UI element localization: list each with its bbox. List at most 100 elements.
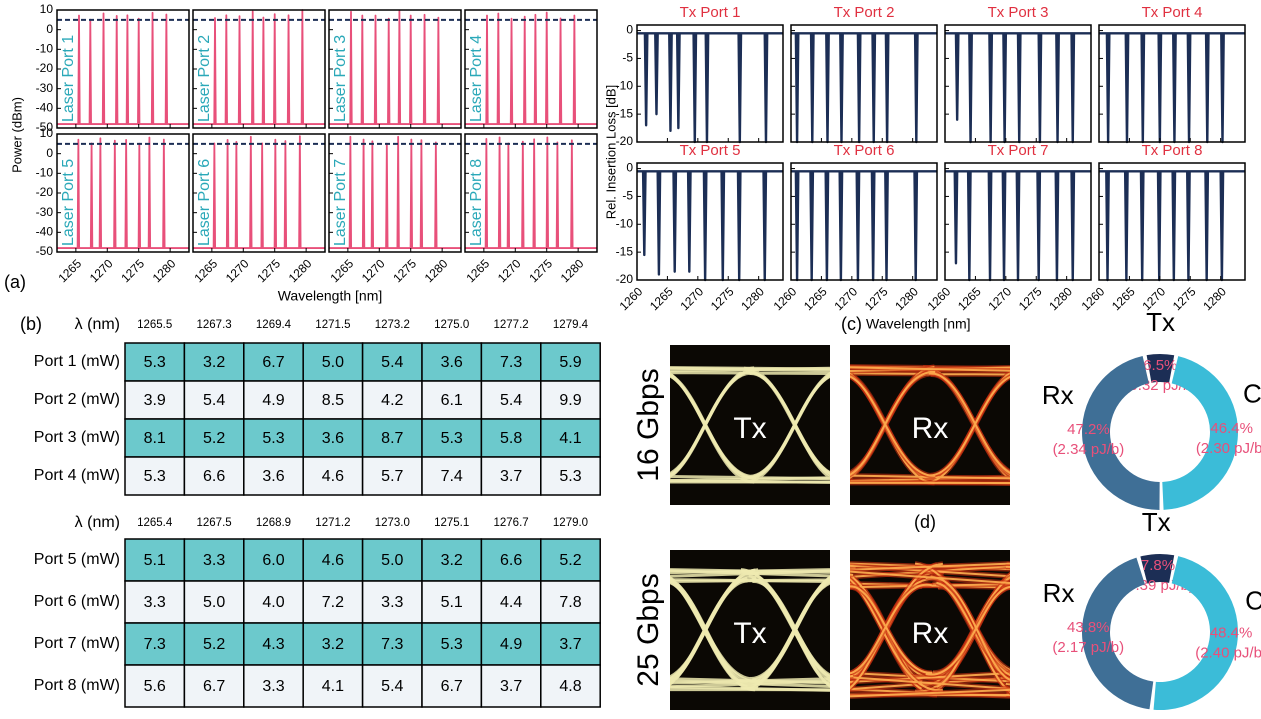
slice-energy: (2.17 pJ/b) bbox=[1052, 639, 1124, 656]
y-tick-label: -30 bbox=[36, 205, 54, 219]
cell-value: 7.3 bbox=[500, 354, 522, 371]
x-tick-label: 1270 bbox=[831, 284, 860, 313]
y-axis-title: Rel. Insertion Loss [dB] bbox=[603, 85, 618, 219]
spectrum-peak bbox=[372, 141, 374, 248]
spectrum-peak bbox=[499, 137, 501, 248]
subplot: -50-40-30-20-100101265127012751280Laser … bbox=[36, 126, 189, 285]
cell-value: 3.6 bbox=[262, 468, 284, 485]
subplot: Laser Port 2 bbox=[193, 10, 325, 128]
x-tick-label: 1280 bbox=[558, 256, 587, 285]
slice-percent: 48.4% bbox=[1210, 624, 1253, 641]
cell-value: 3.9 bbox=[144, 392, 166, 409]
panel-label: (a) bbox=[4, 272, 26, 292]
spectrum-peak bbox=[386, 144, 388, 248]
transmission-dip bbox=[1037, 171, 1039, 280]
spectrum-peak bbox=[498, 14, 500, 125]
cell-value: 5.3 bbox=[144, 354, 166, 371]
slice-percent: 43.8% bbox=[1067, 619, 1110, 636]
cell-value: 3.3 bbox=[144, 594, 166, 611]
cell-value: 4.4 bbox=[500, 594, 522, 611]
spectrum-peak bbox=[252, 11, 254, 124]
spectrum-peak bbox=[163, 140, 165, 249]
transmission-dip bbox=[677, 33, 679, 128]
cell-value: 5.0 bbox=[381, 552, 403, 569]
series-label: Laser Port 7 bbox=[332, 159, 349, 246]
spectrum-peak bbox=[410, 16, 412, 125]
cell-value: 4.2 bbox=[381, 392, 403, 409]
transmission-dip bbox=[1039, 33, 1041, 142]
y-tick-label: 0 bbox=[46, 22, 53, 36]
slice-category: Tx bbox=[1146, 307, 1175, 337]
x-tick-label: 1275 bbox=[862, 284, 891, 313]
cell-value: 7.3 bbox=[381, 636, 403, 653]
transmission-dip bbox=[1142, 33, 1144, 142]
slice-category: Rx bbox=[1043, 578, 1075, 608]
spectrum-peak bbox=[397, 137, 399, 248]
cell-value: 7.4 bbox=[441, 468, 463, 485]
x-tick-label: 1275 bbox=[390, 256, 419, 285]
spectrum-peak bbox=[214, 143, 216, 248]
slice-percent: 6.5% bbox=[1143, 357, 1177, 374]
transmission-dip bbox=[1221, 171, 1223, 280]
x-tick-label: 1280 bbox=[1200, 284, 1229, 313]
wavelength-header: 1265.5 bbox=[137, 319, 172, 331]
slice-energy: (2.34 pJ/b) bbox=[1053, 441, 1125, 458]
wavelength-header: 1273.2 bbox=[375, 319, 410, 331]
subplot: Tx Port 3 bbox=[945, 4, 1091, 142]
spectrum-peak bbox=[261, 143, 263, 248]
transmission-dip bbox=[764, 171, 766, 280]
cell-value: 9.9 bbox=[559, 392, 581, 409]
spectrum-peak bbox=[239, 16, 241, 124]
eye-label: Tx bbox=[733, 412, 766, 445]
subplot-title: Tx Port 4 bbox=[1142, 4, 1203, 21]
cell-value: 5.4 bbox=[500, 392, 522, 409]
spectrum-peak bbox=[302, 10, 304, 124]
spectrum-peak bbox=[263, 17, 265, 124]
wavelength-header: 1271.2 bbox=[315, 517, 350, 529]
wavelength-header: 1273.0 bbox=[375, 517, 410, 529]
cell-value: 5.3 bbox=[144, 468, 166, 485]
cell-value: 5.7 bbox=[381, 468, 403, 485]
x-tick-label: 1265 bbox=[955, 284, 984, 313]
cell-value: 5.3 bbox=[441, 430, 463, 447]
transmission-dip bbox=[674, 171, 676, 271]
x-tick-label: 1265 bbox=[801, 284, 830, 313]
row-label: Port 3 (mW) bbox=[34, 429, 120, 446]
series-label: Laser Port 5 bbox=[60, 159, 77, 246]
cell-value: 5.6 bbox=[144, 678, 166, 695]
spectrum-peak bbox=[363, 140, 365, 249]
cell-value: 4.1 bbox=[322, 678, 344, 695]
spectrum-peak bbox=[574, 16, 576, 125]
spectrum-peak bbox=[411, 140, 413, 249]
data-rate: 25 Gbps bbox=[632, 573, 665, 686]
x-tick-label: 1280 bbox=[422, 256, 451, 285]
y-tick-label: 10 bbox=[40, 2, 54, 16]
cell-value: 3.2 bbox=[441, 552, 463, 569]
slice-percent: 47.2% bbox=[1067, 421, 1110, 438]
slice-category: Rx bbox=[1042, 380, 1074, 410]
transmission-dip bbox=[989, 33, 991, 142]
transmission-dip bbox=[811, 33, 813, 142]
transmission-dip bbox=[688, 171, 690, 271]
transmission-dip bbox=[1003, 171, 1005, 280]
slice-category: Clk bbox=[1245, 585, 1261, 615]
slice-category: Clk bbox=[1243, 379, 1261, 409]
spectrum-peak bbox=[127, 15, 129, 124]
spectrum-peak bbox=[100, 138, 102, 248]
x-tick-label: 1260 bbox=[771, 284, 800, 313]
x-tick-label: 1265 bbox=[327, 256, 356, 285]
spectrum-peak bbox=[285, 141, 287, 248]
spectrum-peak bbox=[533, 139, 535, 248]
transmission-dip bbox=[694, 33, 696, 142]
series-label: Laser Port 8 bbox=[468, 159, 485, 246]
transmission-dip bbox=[1106, 171, 1108, 280]
spectrum-peak bbox=[546, 13, 548, 125]
y-tick-label: -20 bbox=[36, 61, 54, 75]
transmission-dip bbox=[989, 171, 991, 280]
transmission-dip bbox=[872, 171, 874, 280]
spectrum-peak bbox=[299, 136, 301, 248]
transmission-dip bbox=[955, 171, 957, 263]
cell-value: 5.8 bbox=[500, 430, 522, 447]
